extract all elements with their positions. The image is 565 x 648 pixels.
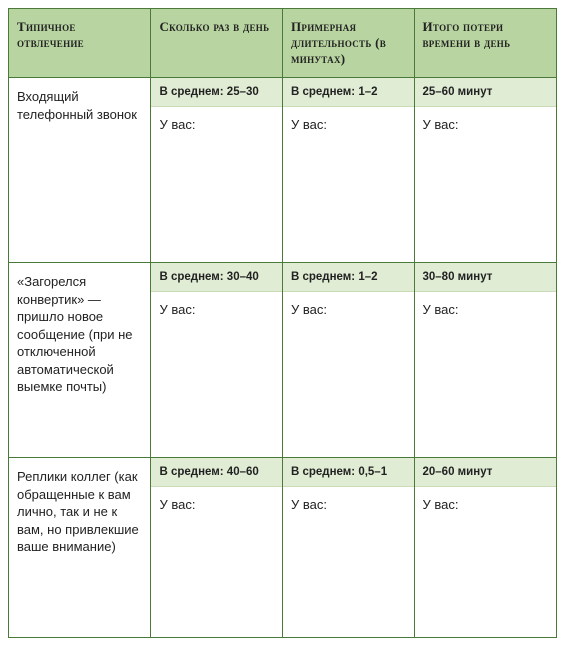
average-value: В среднем: 40–60 (151, 458, 282, 487)
table-row: Входящий телефонный звонокВ среднем: 25–… (9, 78, 557, 263)
data-cell: В среднем: 1–2У вас: (282, 78, 414, 263)
col-header-times-per-day: Сколько раз в день (151, 9, 283, 78)
average-value: В среднем: 30–40 (151, 263, 282, 292)
user-value-label: У вас: (151, 487, 282, 520)
average-value: 25–60 минут (415, 78, 557, 107)
data-cell: 30–80 минутУ вас: (414, 263, 557, 458)
user-value-label: У вас: (283, 107, 414, 140)
user-value-label: У вас: (283, 487, 414, 520)
data-cell: В среднем: 30–40У вас: (151, 263, 283, 458)
col-header-total-loss: Итого потери времени в день (414, 9, 557, 78)
row-label: Входящий телефонный звонок (9, 78, 151, 263)
user-value-label: У вас: (415, 107, 557, 140)
table-body: Входящий телефонный звонокВ среднем: 25–… (9, 78, 557, 638)
table-row: «Загорелся конвертик» — пришло новое соо… (9, 263, 557, 458)
data-cell: 25–60 минутУ вас: (414, 78, 557, 263)
user-value-label: У вас: (151, 107, 282, 140)
row-label: «Загорелся конвертик» — пришло новое соо… (9, 263, 151, 458)
average-value: В среднем: 1–2 (283, 263, 414, 292)
distraction-table: Типичное отвлечение Сколько раз в день П… (8, 8, 557, 638)
average-value: В среднем: 25–30 (151, 78, 282, 107)
data-cell: В среднем: 1–2У вас: (282, 263, 414, 458)
data-cell: В среднем: 25–30У вас: (151, 78, 283, 263)
average-value: 20–60 минут (415, 458, 557, 487)
user-value-label: У вас: (415, 292, 557, 325)
average-value: 30–80 минут (415, 263, 557, 292)
user-value-label: У вас: (283, 292, 414, 325)
user-value-label: У вас: (415, 487, 557, 520)
user-value-label: У вас: (151, 292, 282, 325)
col-header-distraction: Типичное отвлечение (9, 9, 151, 78)
table-row: Реплики коллег (как обращен­ные к вам ли… (9, 458, 557, 638)
average-value: В среднем: 1–2 (283, 78, 414, 107)
data-cell: 20–60 минутУ вас: (414, 458, 557, 638)
data-cell: В среднем: 0,5–1У вас: (282, 458, 414, 638)
col-header-duration: Примерная длительность (в минутах) (282, 9, 414, 78)
table-header-row: Типичное отвлечение Сколько раз в день П… (9, 9, 557, 78)
data-cell: В среднем: 40–60У вас: (151, 458, 283, 638)
average-value: В среднем: 0,5–1 (283, 458, 414, 487)
row-label: Реплики коллег (как обращен­ные к вам ли… (9, 458, 151, 638)
